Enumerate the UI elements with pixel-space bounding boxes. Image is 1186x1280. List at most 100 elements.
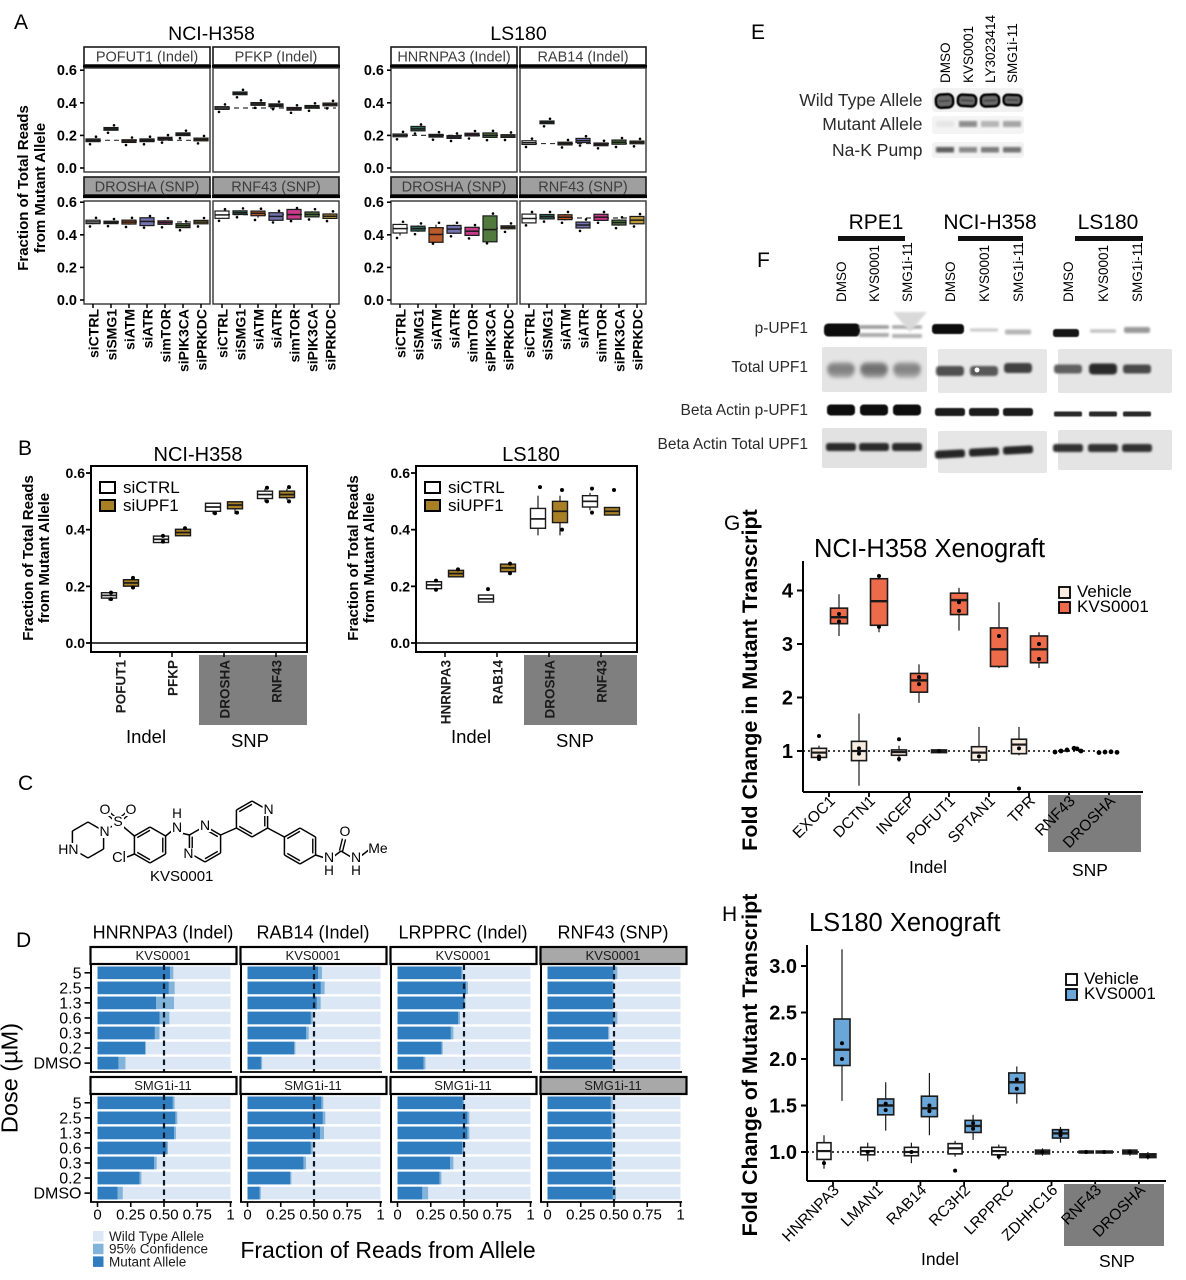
svg-text:Fraction of Total Reads: Fraction of Total Reads	[15, 105, 32, 271]
svg-text:POFUT1 (Indel): POFUT1 (Indel)	[96, 50, 198, 66]
svg-text:DMSO: DMSO	[943, 262, 958, 303]
svg-text:H: H	[172, 806, 182, 821]
svg-text:DROSHA: DROSHA	[218, 660, 233, 719]
svg-text:0: 0	[393, 1207, 401, 1224]
svg-text:2.0: 2.0	[769, 1049, 797, 1071]
svg-text:siPRKDC: siPRKDC	[194, 309, 210, 370]
svg-text:0.6: 0.6	[57, 63, 77, 79]
svg-text:LS180: LS180	[1078, 211, 1139, 234]
svg-text:PFKP (Indel): PFKP (Indel)	[235, 50, 318, 66]
svg-text:RNF43: RNF43	[270, 660, 285, 703]
svg-text:0.50: 0.50	[449, 1207, 478, 1224]
svg-text:siSMG1: siSMG1	[411, 309, 427, 361]
svg-text:HNRNPA3: HNRNPA3	[439, 660, 454, 725]
svg-text:SNP: SNP	[556, 730, 594, 751]
svg-text:Beta Actin Total UPF1: Beta Actin Total UPF1	[658, 436, 809, 453]
svg-text:from Mutant Allele: from Mutant Allele	[361, 493, 378, 623]
svg-text:0.6: 0.6	[391, 465, 411, 481]
svg-text:B: B	[18, 437, 32, 460]
svg-text:Wild Type Allele: Wild Type Allele	[109, 1229, 204, 1244]
svg-text:KVS0001: KVS0001	[150, 868, 213, 885]
svg-text:RAB14 (Indel): RAB14 (Indel)	[537, 50, 628, 66]
svg-text:3: 3	[782, 634, 793, 656]
svg-text:SMG1i-11: SMG1i-11	[1005, 23, 1020, 83]
svg-text:siPIK3CA: siPIK3CA	[176, 309, 192, 372]
svg-text:DMSO: DMSO	[34, 1186, 82, 1203]
svg-text:siATR: siATR	[447, 309, 463, 348]
svg-text:SNP: SNP	[1072, 860, 1108, 880]
svg-text:siCTRL: siCTRL	[123, 478, 180, 497]
svg-text:0.4: 0.4	[66, 522, 86, 538]
svg-text:0.75: 0.75	[333, 1207, 362, 1224]
svg-text:Na-K Pump: Na-K Pump	[832, 140, 922, 160]
svg-text:0.2: 0.2	[59, 1171, 81, 1188]
svg-text:2.5: 2.5	[59, 980, 81, 997]
svg-text:SMG1i-11: SMG1i-11	[1011, 242, 1026, 302]
svg-text:KVS0001: KVS0001	[961, 26, 976, 83]
svg-text:Mutant Allele: Mutant Allele	[822, 114, 922, 134]
svg-text:0.2: 0.2	[57, 128, 77, 144]
svg-text:siCTRL: siCTRL	[448, 478, 505, 497]
svg-text:5: 5	[73, 965, 82, 982]
svg-text:NCI-H358: NCI-H358	[168, 23, 255, 45]
svg-text:siATR: siATR	[140, 309, 156, 348]
svg-text:p-UPF1: p-UPF1	[755, 320, 808, 337]
svg-text:LS180: LS180	[490, 23, 547, 45]
svg-text:1: 1	[526, 1207, 534, 1224]
svg-text:HN: HN	[58, 841, 78, 857]
svg-text:0.2: 0.2	[57, 260, 77, 276]
svg-text:2.5: 2.5	[59, 1110, 81, 1127]
svg-text:N: N	[264, 801, 274, 817]
svg-text:Mutant Allele: Mutant Allele	[109, 1254, 186, 1269]
svg-text:siPRKDC: siPRKDC	[501, 309, 517, 370]
svg-text:siPIK3CA: siPIK3CA	[612, 309, 628, 372]
svg-text:0.25: 0.25	[416, 1207, 445, 1224]
svg-text:95% Confidence: 95% Confidence	[109, 1242, 208, 1257]
svg-text:1.0: 1.0	[769, 1142, 797, 1164]
svg-text:POFUT1: POFUT1	[114, 660, 129, 714]
svg-text:N: N	[200, 817, 210, 833]
svg-text:Wild Type Allele: Wild Type Allele	[799, 90, 922, 110]
svg-text:from Mutant Allele: from Mutant Allele	[36, 493, 53, 623]
svg-text:siPRKDC: siPRKDC	[630, 309, 646, 370]
svg-text:KVS0001: KVS0001	[286, 948, 341, 963]
svg-text:Fraction of Total Reads: Fraction of Total Reads	[345, 475, 362, 641]
svg-text:RPE1: RPE1	[849, 211, 904, 234]
svg-text:0.2: 0.2	[66, 578, 86, 594]
svg-text:SMG1i-11: SMG1i-11	[1130, 242, 1145, 302]
svg-text:simTOR: simTOR	[465, 309, 481, 362]
svg-text:0.0: 0.0	[391, 635, 411, 651]
svg-text:KVS0001: KVS0001	[586, 948, 641, 963]
svg-text:simTOR: simTOR	[158, 309, 174, 362]
svg-text:simTOR: simTOR	[287, 309, 303, 362]
svg-text:siPRKDC: siPRKDC	[323, 309, 339, 370]
svg-text:siUPF1: siUPF1	[448, 496, 504, 515]
svg-text:0.6: 0.6	[59, 1140, 81, 1157]
svg-text:0.75: 0.75	[633, 1207, 662, 1224]
svg-text:Fraction of Reads from Allele: Fraction of Reads from Allele	[240, 1237, 535, 1263]
svg-text:3.0: 3.0	[769, 956, 797, 978]
svg-text:Beta Actin p-UPF1: Beta Actin p-UPF1	[680, 402, 808, 419]
svg-text:DMSO: DMSO	[938, 43, 953, 84]
svg-text:1: 1	[226, 1207, 234, 1224]
svg-text:Indel: Indel	[126, 726, 166, 747]
svg-text:siATM: siATM	[558, 309, 574, 350]
svg-text:0.50: 0.50	[149, 1207, 178, 1224]
svg-text:0.50: 0.50	[299, 1207, 328, 1224]
svg-text:RNF43 (SNP): RNF43 (SNP)	[231, 180, 320, 196]
svg-text:A: A	[14, 11, 28, 34]
svg-text:SMG1i-11: SMG1i-11	[434, 1078, 492, 1093]
svg-text:KVS0001: KVS0001	[977, 245, 992, 302]
svg-text:S: S	[113, 813, 122, 829]
svg-text:1: 1	[676, 1207, 684, 1224]
svg-text:siPIK3CA: siPIK3CA	[305, 309, 321, 372]
svg-text:Total UPF1: Total UPF1	[731, 359, 808, 376]
svg-text:0.4: 0.4	[57, 228, 77, 244]
svg-text:PFKP: PFKP	[166, 660, 181, 696]
svg-text:D: D	[16, 929, 31, 952]
svg-text:siSMG1: siSMG1	[233, 309, 249, 361]
svg-text:N: N	[351, 849, 361, 865]
svg-text:0.25: 0.25	[566, 1207, 595, 1224]
svg-text:0.0: 0.0	[364, 293, 384, 309]
svg-text:SNP: SNP	[231, 730, 269, 751]
